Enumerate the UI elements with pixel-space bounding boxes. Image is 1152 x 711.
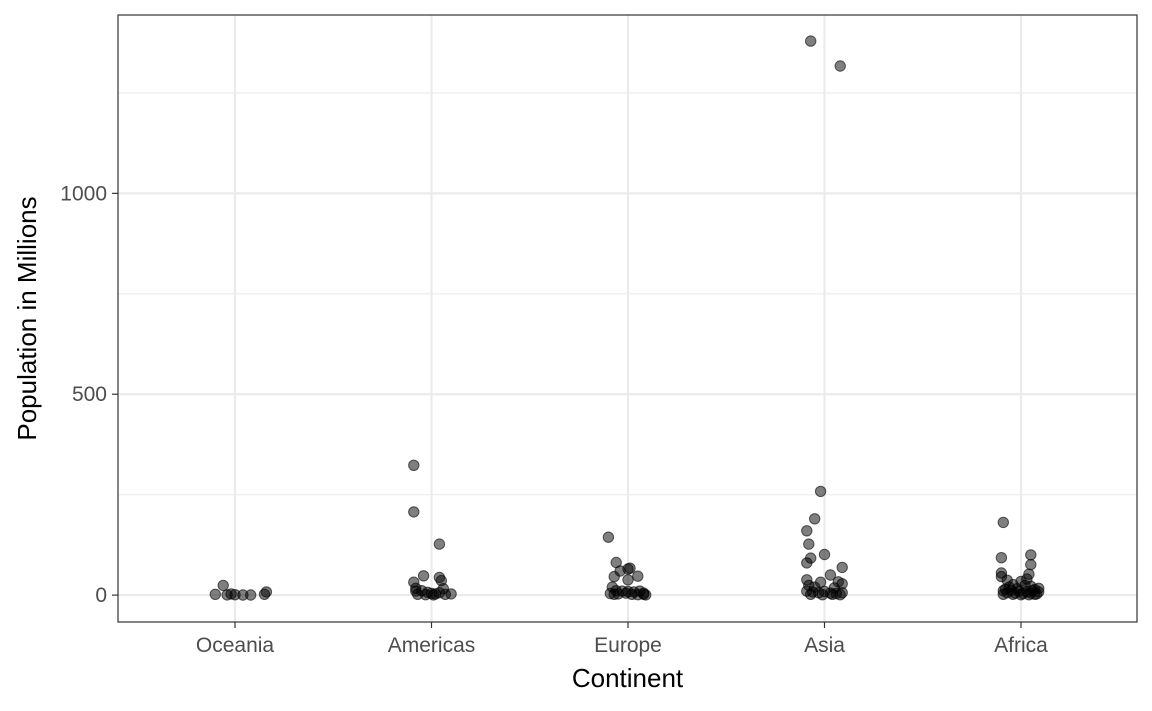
y-tick-label: 1000 — [60, 182, 107, 205]
data-point — [624, 562, 636, 574]
data-point — [1029, 588, 1041, 600]
data-point — [805, 588, 817, 600]
data-point — [209, 588, 222, 600]
y-tick-label: 500 — [72, 383, 107, 406]
data-point — [602, 531, 615, 543]
data-point — [433, 538, 446, 550]
data-point — [427, 589, 440, 601]
data-point — [614, 565, 626, 577]
data-point — [1025, 549, 1037, 561]
data-point — [818, 548, 831, 561]
data-point — [260, 586, 273, 598]
data-point — [997, 516, 1009, 529]
grid-major — [118, 15, 1137, 622]
x-tick-label: Europe — [594, 634, 662, 657]
data-point — [803, 538, 815, 550]
y-axis-title: Population in Millions — [12, 196, 42, 440]
x-tick-label: Africa — [994, 634, 1048, 657]
y-axis-tick-labels: 0 500 1000 — [60, 182, 107, 607]
data-point — [834, 589, 846, 601]
data-point — [445, 588, 457, 600]
y-tick-label: 0 — [95, 584, 107, 607]
data-point — [801, 557, 813, 569]
data-point — [836, 561, 848, 574]
data-point — [801, 525, 813, 537]
data-point — [997, 588, 1009, 600]
data-point — [640, 589, 652, 601]
data-point — [805, 35, 817, 47]
data-point — [408, 459, 420, 471]
data-point — [622, 574, 634, 586]
x-axis-title: Continent — [572, 663, 684, 693]
x-axis-tick-labels: Oceania Americas Europe Asia Africa — [196, 634, 1048, 657]
data-point — [245, 589, 257, 601]
data-point — [824, 569, 837, 581]
x-tick-label: Asia — [804, 634, 845, 657]
data-point — [412, 588, 424, 600]
data-point — [1025, 558, 1037, 571]
data-point — [816, 589, 829, 601]
data-points — [209, 35, 1045, 601]
data-point — [608, 588, 620, 600]
x-tick-label: Oceania — [196, 634, 275, 657]
data-point — [632, 570, 644, 582]
data-point — [834, 60, 846, 72]
data-point — [417, 570, 430, 582]
axis-ticks — [112, 192, 1022, 628]
x-tick-label: Americas — [388, 634, 476, 657]
data-point — [995, 552, 1008, 564]
data-point — [217, 579, 229, 592]
data-point — [809, 513, 821, 525]
data-point — [408, 506, 420, 518]
data-point — [814, 485, 827, 498]
